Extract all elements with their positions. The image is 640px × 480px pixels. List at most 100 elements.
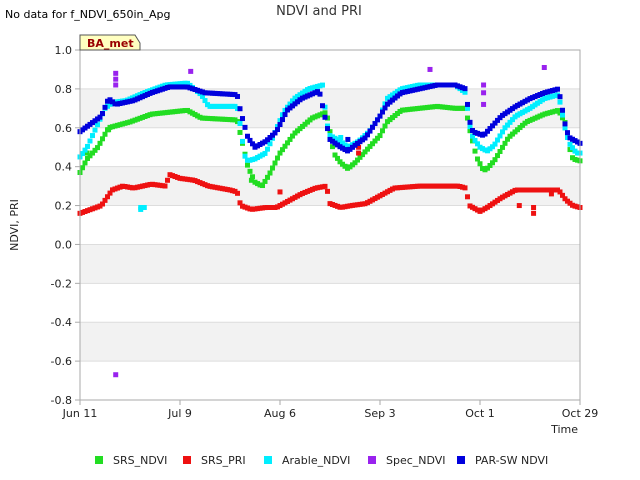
x-tick-label: Aug 6: [264, 407, 296, 420]
data-point: [507, 119, 513, 125]
legend-label: SRS_NDVI: [113, 454, 167, 467]
data-point: [492, 141, 498, 147]
legend-swatch: [264, 456, 272, 464]
data-point: [502, 140, 508, 146]
data-point: [275, 155, 280, 161]
data-point: [367, 128, 373, 134]
data-point: [188, 68, 194, 74]
data-point: [462, 89, 468, 95]
data-point: [465, 194, 470, 200]
series-spec-ndvi: [113, 65, 547, 378]
data-point: [382, 123, 388, 129]
badge-shape: [79, 34, 141, 51]
data-point: [516, 203, 522, 209]
data-point: [325, 123, 330, 129]
data-point: [485, 128, 490, 134]
data-point: [557, 99, 563, 105]
data-point: [345, 136, 351, 142]
data-point: [267, 141, 273, 147]
data-point: [141, 205, 147, 210]
data-point: [555, 86, 560, 92]
data-point: [242, 153, 248, 159]
legend-label: Spec_NDVI: [386, 454, 446, 467]
data-point: [495, 117, 500, 123]
y-tick-label: 0.6: [55, 122, 73, 135]
data-point: [84, 150, 90, 156]
chart-title: NDVI and PRI: [276, 4, 362, 19]
y-tick-label: 0.4: [55, 161, 73, 174]
data-point: [332, 152, 338, 158]
x-tick-label: Jun 11: [62, 407, 98, 420]
data-point: [277, 189, 283, 195]
data-point: [95, 122, 100, 128]
y-tick-label: -0.6: [51, 355, 72, 368]
data-point: [317, 91, 323, 97]
data-point: [107, 190, 113, 196]
data-point: [237, 121, 243, 126]
legend-swatch: [368, 456, 376, 464]
data-point: [560, 192, 565, 198]
data-point: [250, 174, 255, 180]
data-point: [277, 150, 283, 156]
data-point: [235, 190, 240, 196]
data-point: [470, 133, 475, 139]
data-point: [320, 103, 325, 109]
data-point: [245, 162, 250, 168]
data-point: [80, 165, 85, 171]
data-point: [472, 148, 478, 154]
data-point: [320, 82, 325, 88]
legend-label: SRS_PRI: [201, 454, 246, 467]
data-point: [475, 156, 480, 162]
data-point: [500, 144, 505, 150]
data-point: [285, 140, 290, 146]
badge-label: BA_met: [87, 37, 134, 50]
series-par-sw-ndvi: [77, 82, 583, 154]
data-point: [495, 153, 500, 159]
data-point: [277, 122, 283, 128]
data-point: [237, 106, 243, 112]
data-point: [327, 129, 333, 135]
data-point: [380, 109, 385, 115]
data-point: [495, 137, 500, 143]
data-point: [92, 147, 98, 153]
data-point: [357, 154, 363, 160]
data-point: [290, 98, 295, 104]
data-point: [352, 160, 358, 166]
data-point: [541, 65, 547, 70]
data-point: [275, 127, 280, 133]
data-point: [330, 144, 335, 150]
x-tick-label: Oct 1: [465, 407, 495, 420]
data-point: [270, 165, 275, 171]
y-tick-label: 0.0: [55, 238, 73, 251]
data-point: [113, 70, 119, 76]
data-point: [362, 149, 368, 155]
data-point: [87, 138, 93, 144]
data-point: [282, 143, 288, 149]
data-point: [100, 136, 105, 142]
data-point: [113, 76, 119, 82]
data-point: [265, 174, 270, 180]
data-point: [338, 135, 344, 140]
data-point: [427, 66, 433, 72]
background-bands: [80, 88, 580, 362]
data-point: [356, 144, 362, 150]
data-point: [570, 145, 575, 151]
data-point: [487, 163, 493, 168]
data-point: [481, 101, 487, 107]
data-point: [370, 124, 375, 130]
data-point: [113, 372, 119, 378]
data-point: [138, 206, 144, 212]
data-point: [200, 93, 205, 99]
data-point: [97, 140, 103, 146]
data-point: [322, 114, 328, 120]
data-point: [497, 149, 503, 154]
y-axis-label: NDVI, PRI: [8, 199, 21, 251]
data-point: [560, 112, 565, 118]
data-point: [467, 119, 473, 125]
data-point: [510, 117, 515, 123]
data-point: [487, 126, 493, 132]
data-point: [557, 94, 563, 100]
data-point: [280, 117, 285, 123]
data-point: [490, 123, 495, 129]
